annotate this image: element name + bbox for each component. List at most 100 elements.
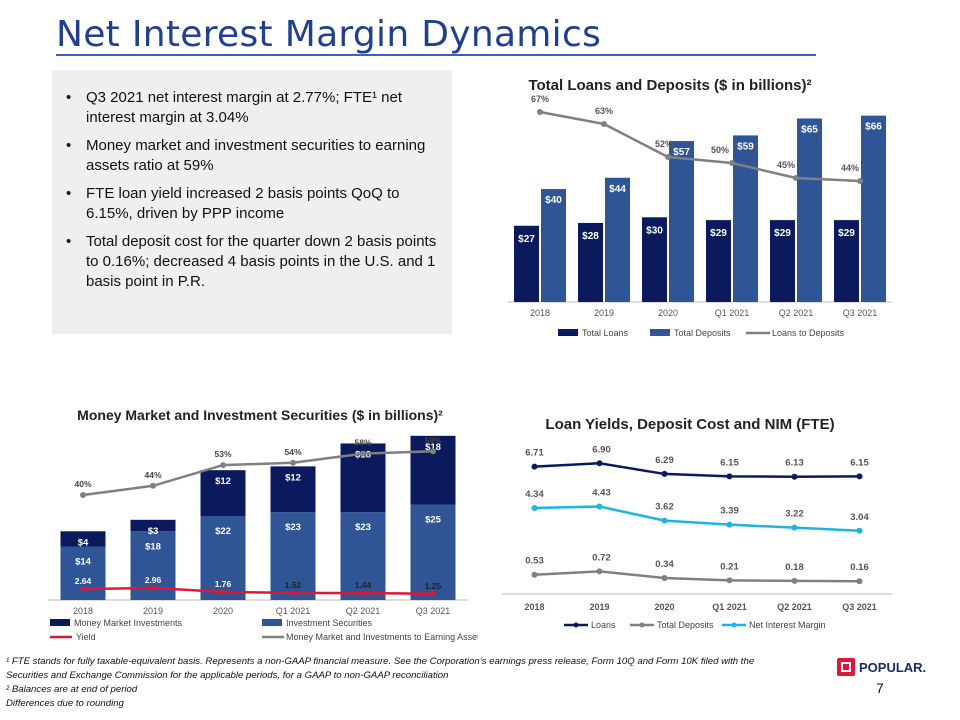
popular-logo: POPULAR. — [837, 658, 926, 676]
bar-investment-securities — [270, 512, 316, 600]
bar-total-deposits — [541, 189, 566, 302]
point-loans-to-deposits — [729, 160, 735, 166]
data-label-loans: 6.90 — [592, 444, 611, 455]
legend-label-total-deposits: Total Deposits — [657, 620, 714, 630]
data-label-loans: 6.71 — [525, 448, 544, 459]
x-tick-label: Q2 2021 — [779, 308, 814, 318]
x-tick-label: Q3 2021 — [843, 308, 878, 318]
bar-total-loans — [642, 217, 667, 302]
data-label-deposits: $66 — [865, 122, 882, 133]
legend-label-pct: Money Market and Investments to Earning … — [286, 632, 478, 642]
data-label-total-deposits: 0.34 — [655, 559, 674, 570]
point-total-deposits — [661, 575, 668, 582]
x-tick-label: Q1 2021 — [715, 308, 750, 318]
point-mm-investments-to-earning-assets — [150, 482, 156, 489]
bar-total-loans — [706, 220, 731, 302]
data-label-ratio: 63% — [595, 106, 613, 116]
line-mm-investments-to-earning-assets — [82, 450, 434, 497]
data-label-deposits: $40 — [545, 195, 562, 206]
legend-marker — [731, 622, 737, 628]
bar-total-deposits — [669, 141, 694, 302]
bar-total-deposits — [861, 115, 886, 302]
point-mm-investments-to-earning-assets — [80, 492, 86, 498]
point-yield — [220, 589, 226, 595]
legend-label-loans: Loans — [591, 620, 616, 630]
data-label-total-deposits: 0.16 — [850, 562, 869, 573]
data-label-loans: 6.15 — [720, 457, 739, 468]
data-label-net-interest-margin: 3.39 — [720, 506, 739, 517]
data-label-pct: 44% — [144, 470, 161, 480]
data-label-loans: $29 — [838, 228, 855, 239]
point-mm-investments-to-earning-assets — [290, 459, 296, 466]
point-total-deposits — [726, 577, 733, 584]
bullet-item: • Q3 2021 net interest margin at 2.77%; F… — [66, 88, 438, 128]
data-label-investments: $23 — [355, 522, 371, 533]
point-loans — [531, 463, 538, 470]
point-loans — [661, 470, 668, 477]
x-tick-label: 2020 — [213, 606, 233, 616]
line-net-interest-margin — [534, 505, 860, 533]
point-mm-investments-to-earning-assets — [220, 462, 226, 469]
x-tick-label: Q1 2021 — [712, 602, 747, 612]
legend-label-investments: Investment Securities — [286, 618, 373, 628]
data-label-investments: $14 — [75, 557, 92, 568]
legend-label-deposits: Total Deposits — [674, 328, 731, 338]
data-label-net-interest-margin: 3.62 — [655, 502, 674, 513]
bar-total-loans — [514, 225, 539, 302]
data-label-total-deposits: 0.18 — [785, 562, 804, 573]
data-label-net-interest-margin: 4.34 — [525, 489, 544, 500]
bar-investment-securities — [410, 504, 456, 600]
data-label-investments: $18 — [145, 541, 161, 552]
data-label-deposits: $57 — [673, 147, 690, 158]
data-label-deposits: $59 — [737, 141, 754, 152]
point-mm-investments-to-earning-assets — [430, 448, 436, 455]
data-label-pct: 53% — [214, 449, 231, 459]
legend-label-loans: Total Loans — [582, 328, 629, 338]
x-tick-label: 2019 — [589, 602, 609, 612]
data-label-investments: $22 — [215, 526, 231, 537]
point-loans — [791, 473, 798, 480]
line-total-deposits — [534, 570, 860, 583]
data-label-pct: 54% — [284, 447, 301, 457]
point-net-interest-margin — [531, 505, 538, 512]
chart-title: Loan Yields, Deposit Cost and NIM (FTE) — [545, 416, 834, 433]
bullet-dot-icon: • — [66, 89, 72, 106]
data-label-loans: 6.15 — [850, 457, 869, 468]
bullet-dot-icon: • — [66, 185, 72, 202]
data-label-loans: $27 — [518, 234, 535, 245]
data-label-net-interest-margin: 4.43 — [592, 487, 611, 498]
data-label-ratio: 50% — [711, 145, 729, 155]
legend-label-money-market: Money Market Investments — [74, 618, 183, 628]
page-title: Net Interest Margin Dynamics — [56, 14, 602, 55]
bullet-item: • Total deposit cost for the quarter down… — [66, 232, 438, 292]
point-loans-to-deposits — [665, 154, 671, 160]
point-loans — [726, 473, 733, 480]
data-label-net-interest-margin: 3.04 — [850, 512, 869, 523]
bullet-dot-icon: • — [66, 233, 72, 250]
data-label-loans: $29 — [774, 228, 791, 239]
x-tick-label: Q3 2021 — [842, 602, 877, 612]
legend-label-ratio: Loans to Deposits — [772, 328, 845, 338]
bar-money-market — [270, 466, 316, 513]
yields-cost-nim-chart: Loan Yields, Deposit Cost and NIM (FTE) 2… — [500, 408, 910, 638]
point-yield — [150, 585, 156, 591]
data-label-yield: 1.44 — [355, 580, 372, 590]
legend-swatch-investments — [262, 619, 282, 626]
footnote-rounding: Differences due to rounding — [6, 698, 124, 709]
data-label-yield: 2.64 — [75, 576, 92, 586]
bullet-dot-icon: • — [66, 137, 72, 154]
x-tick-label: Q3 2021 — [416, 606, 451, 616]
chart-title: Total Loans and Deposits ($ in billions)… — [528, 77, 811, 94]
chart-title: Money Market and Investment Securities (… — [77, 407, 443, 423]
legend-swatch-loans — [558, 329, 578, 336]
data-label-deposits: $65 — [801, 124, 818, 135]
bar-money-market — [200, 470, 246, 516]
data-label-pct: 59% — [424, 435, 441, 445]
bullet-text: FTE loan yield increased 2 basis points … — [86, 185, 400, 222]
data-label-loans: 6.29 — [655, 455, 674, 466]
loans-deposits-chart: Total Loans and Deposits ($ in billions)… — [500, 70, 910, 350]
bar-total-loans — [578, 222, 603, 302]
data-label-ratio: 44% — [841, 163, 859, 173]
bar-investment-securities — [200, 516, 246, 600]
x-tick-label: 2018 — [73, 606, 93, 616]
